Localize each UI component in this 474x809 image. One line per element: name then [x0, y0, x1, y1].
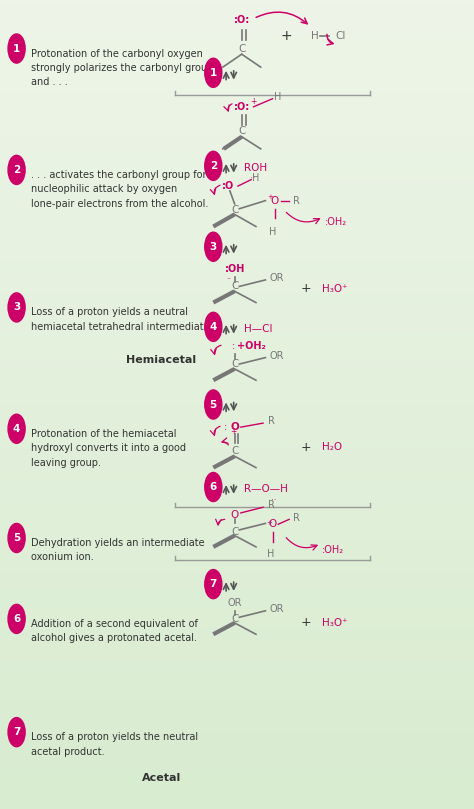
Text: 6: 6 [210, 482, 217, 492]
Text: H: H [252, 173, 260, 183]
Circle shape [8, 718, 25, 747]
Text: O: O [230, 422, 239, 432]
Text: R: R [293, 196, 300, 205]
Text: +OH₂: +OH₂ [237, 341, 266, 351]
Circle shape [8, 523, 25, 553]
Text: +: + [301, 616, 311, 629]
Text: C: C [231, 527, 238, 536]
Text: C: C [231, 359, 238, 369]
Text: Addition of a second equivalent of
alcohol gives a protonated acetal.: Addition of a second equivalent of alcoh… [31, 619, 198, 643]
Text: Cl: Cl [336, 32, 346, 41]
Text: 3: 3 [13, 303, 20, 312]
Text: ..: .. [245, 171, 255, 180]
Text: :OH: :OH [225, 264, 245, 273]
Text: +: + [301, 282, 311, 295]
Text: R: R [268, 416, 275, 426]
Text: +: + [281, 29, 292, 44]
Circle shape [8, 293, 25, 322]
Circle shape [205, 472, 222, 502]
Text: R: R [268, 500, 275, 510]
Text: OR: OR [228, 598, 242, 608]
Text: Acetal: Acetal [142, 773, 181, 783]
Circle shape [205, 390, 222, 419]
Text: O: O [271, 196, 279, 205]
Circle shape [205, 151, 222, 180]
Text: O: O [230, 510, 239, 520]
Circle shape [8, 155, 25, 184]
Text: H: H [311, 32, 319, 41]
Text: 1: 1 [13, 44, 20, 53]
Text: H—Cl: H—Cl [244, 324, 273, 334]
Circle shape [205, 570, 222, 599]
Text: Hemiacetal: Hemiacetal [126, 355, 196, 365]
Text: 2: 2 [13, 165, 20, 175]
Text: 6: 6 [13, 614, 20, 624]
Text: ROH: ROH [244, 163, 267, 173]
Text: Loss of a proton yields the neutral
acetal product.: Loss of a proton yields the neutral acet… [31, 732, 198, 756]
Text: H₃O⁺: H₃O⁺ [322, 618, 348, 628]
Text: :: : [224, 422, 228, 432]
Text: :O:: :O: [234, 15, 250, 25]
Circle shape [205, 312, 222, 341]
Circle shape [205, 58, 222, 87]
Circle shape [8, 414, 25, 443]
Text: H: H [269, 227, 277, 236]
Text: R—O—H: R—O—H [244, 485, 288, 494]
Text: :OH₂: :OH₂ [325, 218, 347, 227]
Text: . . . activates the carbonyl group for
nucleophilic attack by oxygen
lone-pair e: . . . activates the carbonyl group for n… [31, 170, 208, 209]
Text: C: C [231, 205, 238, 215]
Text: ..: .. [226, 272, 231, 281]
Text: 4: 4 [13, 424, 20, 434]
Text: OR: OR [269, 604, 284, 614]
Text: :O:: :O: [234, 102, 250, 112]
Text: OR: OR [269, 351, 284, 361]
Text: 1: 1 [210, 68, 217, 78]
Circle shape [8, 34, 25, 63]
Text: C: C [238, 126, 246, 136]
Text: R: R [293, 513, 300, 523]
Text: 2: 2 [210, 161, 217, 171]
Text: O: O [268, 519, 277, 529]
Text: H: H [273, 92, 281, 102]
Text: ..: .. [245, 493, 276, 502]
Circle shape [8, 604, 25, 633]
Text: +: + [301, 441, 311, 454]
Text: Loss of a proton yields a neutral
hemiacetal tetrahedral intermediate.: Loss of a proton yields a neutral hemiac… [31, 307, 212, 332]
Text: 5: 5 [210, 400, 217, 409]
Text: 7: 7 [13, 727, 20, 737]
Text: Protonation of the hemiacetal
hydroxyl converts it into a good
leaving group.: Protonation of the hemiacetal hydroxyl c… [31, 429, 186, 468]
Text: +: + [266, 520, 272, 526]
Text: +: + [230, 427, 236, 436]
Text: +: + [267, 193, 273, 200]
Text: H₂O: H₂O [322, 443, 342, 452]
Circle shape [205, 232, 222, 261]
Text: +: + [250, 97, 257, 107]
Text: C: C [231, 282, 238, 291]
Text: :OH₂: :OH₂ [322, 545, 345, 555]
Text: 3: 3 [210, 242, 217, 252]
Text: H: H [267, 549, 274, 558]
Text: Protonation of the carbonyl oxygen
strongly polarizes the carbonyl group
and . .: Protonation of the carbonyl oxygen stron… [31, 49, 213, 87]
Text: C: C [238, 44, 246, 53]
Text: :O: :O [221, 181, 234, 191]
Text: Dehydration yields an intermediate
oxonium ion.: Dehydration yields an intermediate oxoni… [31, 538, 204, 562]
Text: 7: 7 [210, 579, 217, 589]
Text: 4: 4 [210, 322, 217, 332]
Text: OR: OR [269, 273, 284, 283]
Text: :: : [231, 341, 235, 351]
Text: C: C [231, 447, 238, 456]
Text: H₃O⁺: H₃O⁺ [322, 284, 348, 294]
Text: 5: 5 [13, 533, 20, 543]
Text: C: C [231, 614, 238, 624]
